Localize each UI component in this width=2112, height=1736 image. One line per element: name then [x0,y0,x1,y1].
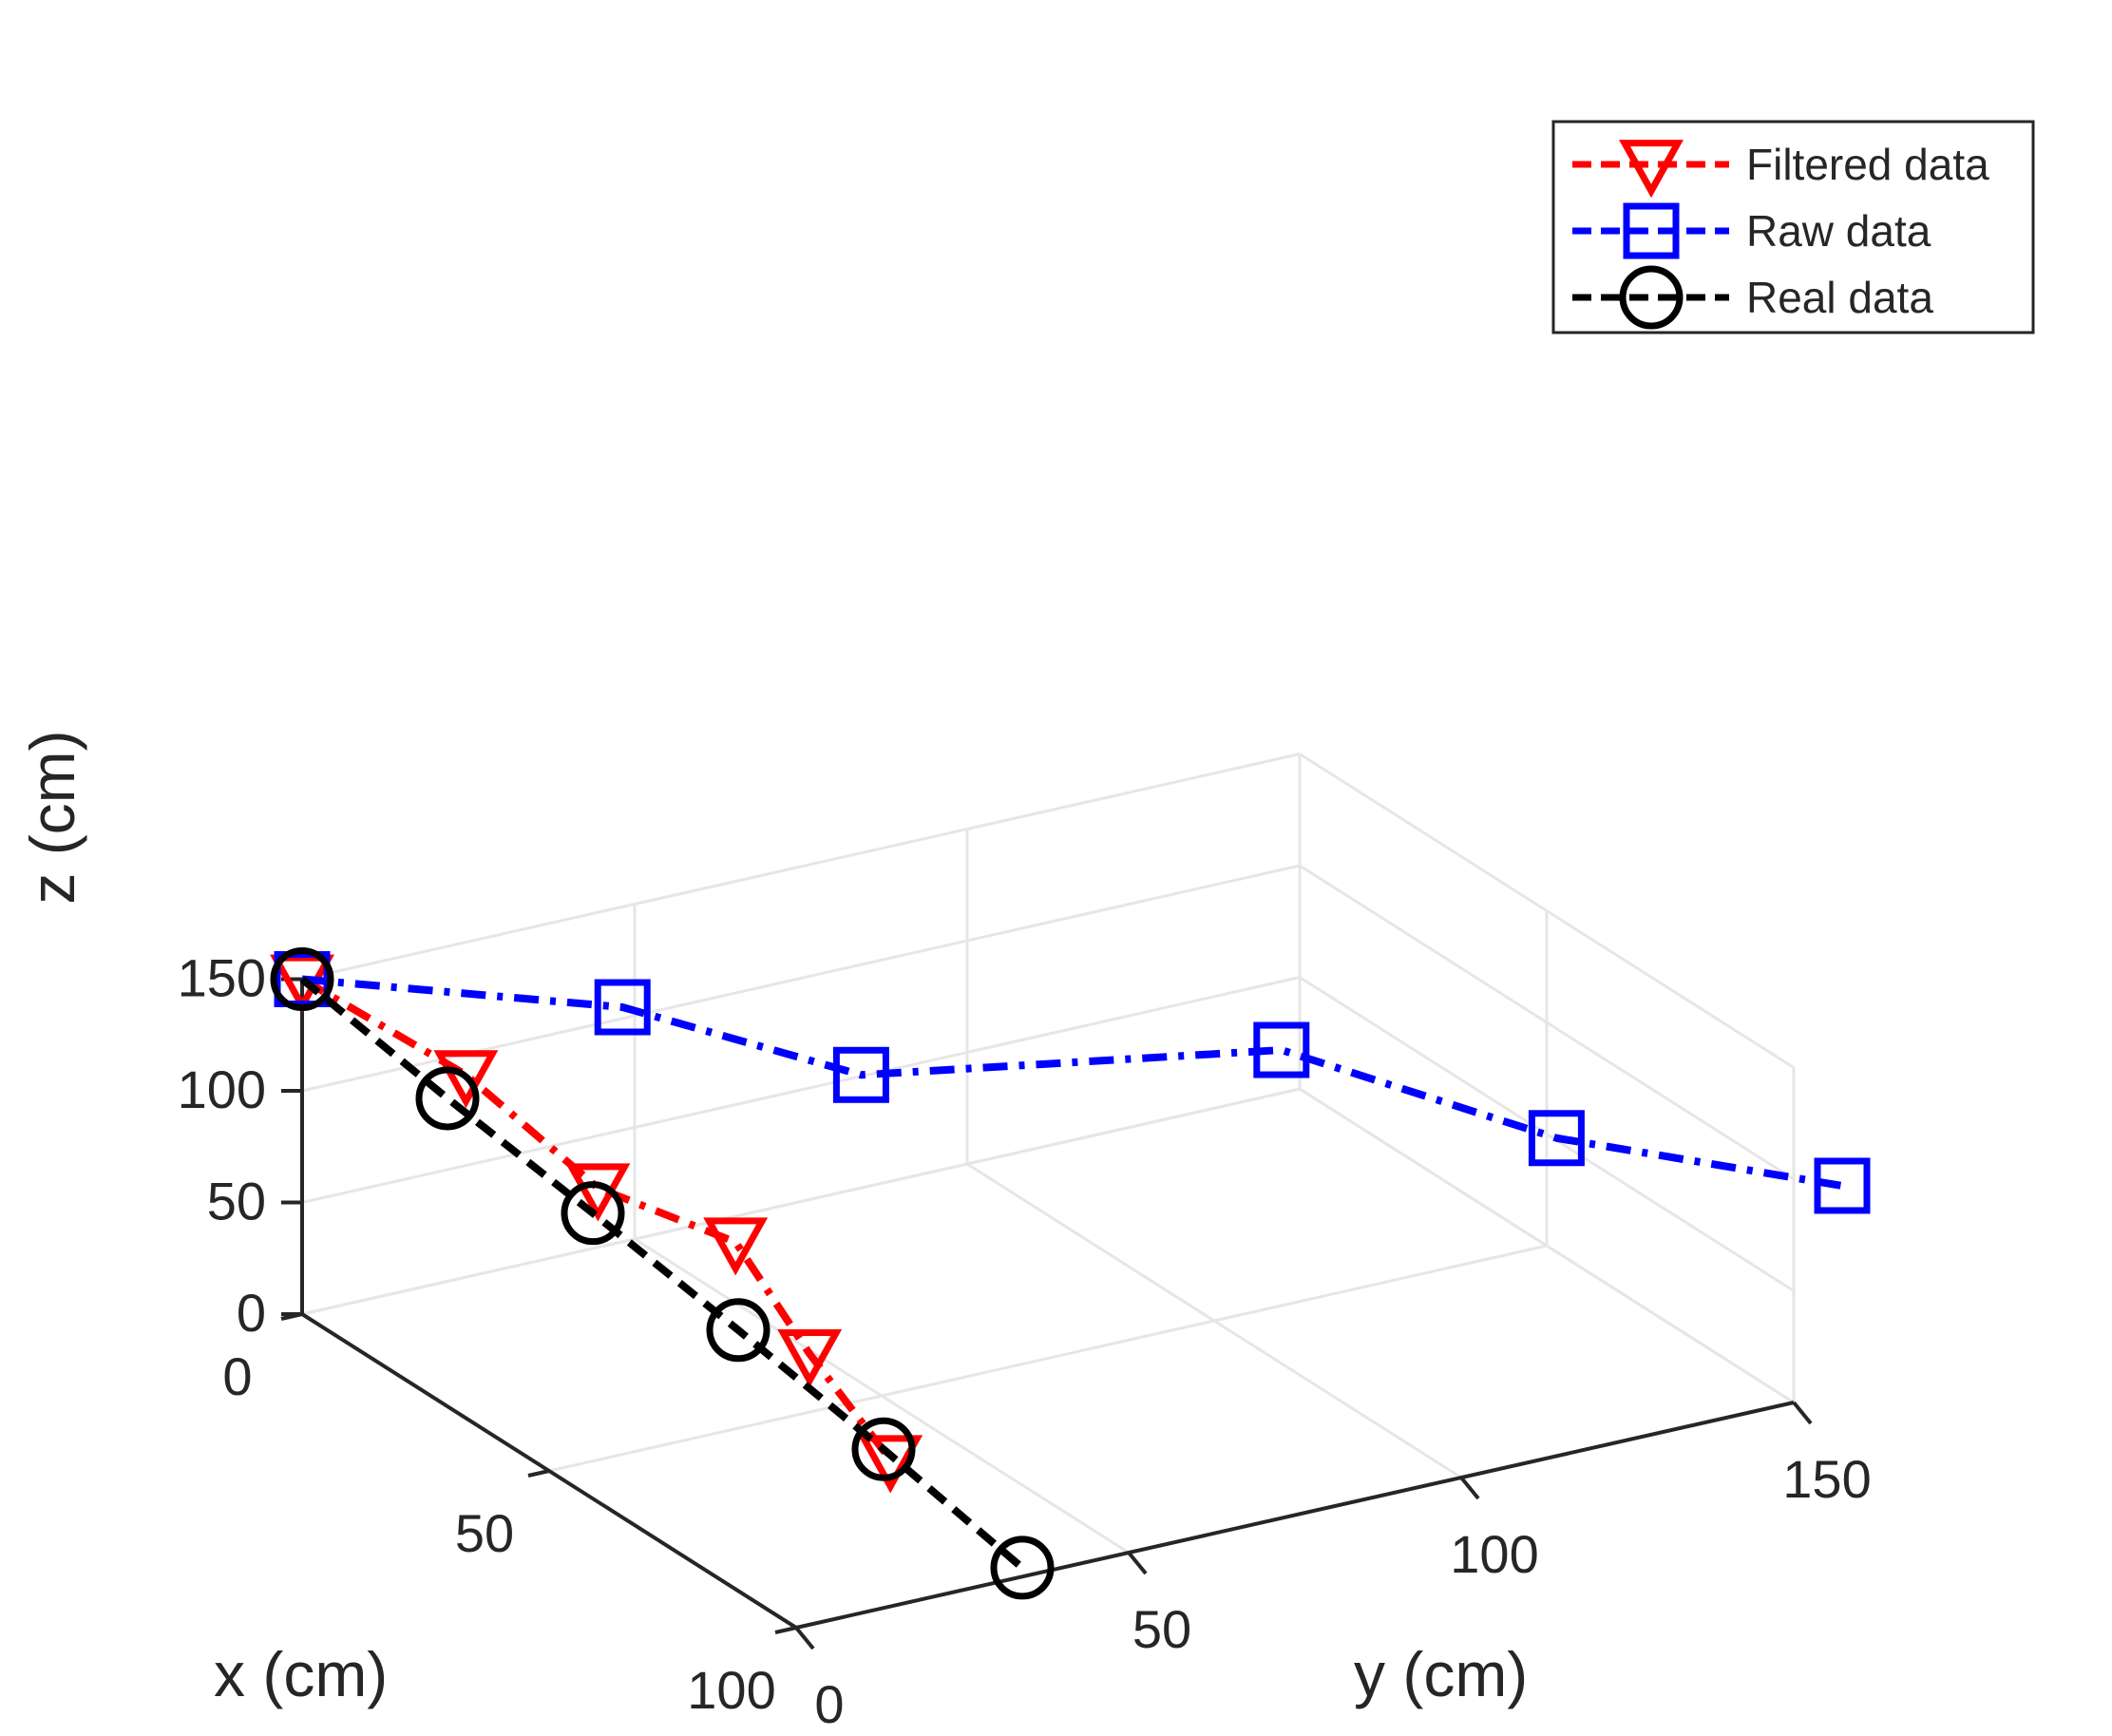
marker-triangle [433,1050,499,1109]
y-tick-label: 150 [1782,1449,1871,1509]
marker-square [1814,1157,1871,1214]
series-triangle-down [270,954,923,1494]
marker-circle [706,1298,771,1363]
marker-square [1253,1021,1310,1078]
x-axis-label: x (cm) [214,1639,388,1709]
series-line [301,975,1843,1190]
z-tick-label: 100 [178,1059,266,1119]
grid-line [301,976,1301,1204]
z-tick-label: 0 [237,1283,266,1343]
series-layer [270,947,1871,1600]
grid-line [1299,1087,1795,1404]
y-tick-label: 100 [1450,1524,1538,1584]
grid-line [966,1162,1462,1479]
y-axis-line [795,1401,1795,1630]
marker-square [832,1046,889,1103]
marker-circle [990,1536,1055,1600]
x-tick [527,1469,550,1478]
y-tick [1459,1476,1480,1500]
grid-line [1299,864,1795,1181]
marker-square [274,951,331,1007]
legend-label: Filtered data [1746,140,1989,189]
x-tick-label: 0 [222,1346,252,1406]
y-tick-label: 0 [814,1674,844,1734]
y-tick [1792,1401,1813,1425]
legend-entry: Filtered data [1572,140,1989,199]
series-circle [270,947,1055,1600]
grid-line [1299,976,1795,1292]
x-tick [280,1312,303,1321]
marker-circle [1619,265,1684,330]
grid-line [634,1237,1130,1555]
x-tick-label: 50 [455,1503,514,1563]
z-tick-label: 50 [207,1172,266,1231]
marker-triangle [703,1217,769,1276]
z-axis-label: z (cm) [17,730,87,904]
axes: 0 50 100 150 0 50 100 0 50 100 150 [178,948,1872,1735]
marker-square [594,979,651,1036]
z-tick-label: 150 [178,948,266,1008]
marker-square [1528,1110,1585,1167]
grid-panes [300,753,1796,1630]
legend-label: Raw data [1746,206,1931,256]
grid-line [301,753,1301,981]
legend-label: Real data [1746,273,1933,322]
grid-line [1299,753,1795,1069]
grid-line [548,1244,1548,1473]
marker-circle [561,1181,625,1246]
x-tick-label: 100 [687,1660,775,1720]
series-square [274,951,1871,1214]
series-line [299,976,894,1462]
marker-triangle [858,1435,923,1494]
y-tick-label: 50 [1132,1599,1191,1659]
marker-circle [270,947,334,1011]
legend-entry: Raw data [1572,202,1931,259]
marker-triangle [1619,140,1684,199]
marker-square [1623,202,1680,259]
marker-circle [415,1066,480,1131]
x-tick [774,1626,797,1634]
y-tick [1127,1551,1148,1575]
series-line [299,976,1025,1571]
legend: Filtered data Raw data Real data [1551,120,2035,334]
legend-entry: Real data [1572,265,1933,330]
y-axis-label: y (cm) [1354,1639,1528,1709]
grid-line [301,1087,1301,1316]
y-tick [794,1626,815,1650]
marker-circle [851,1417,916,1481]
marker-triangle [777,1328,843,1388]
